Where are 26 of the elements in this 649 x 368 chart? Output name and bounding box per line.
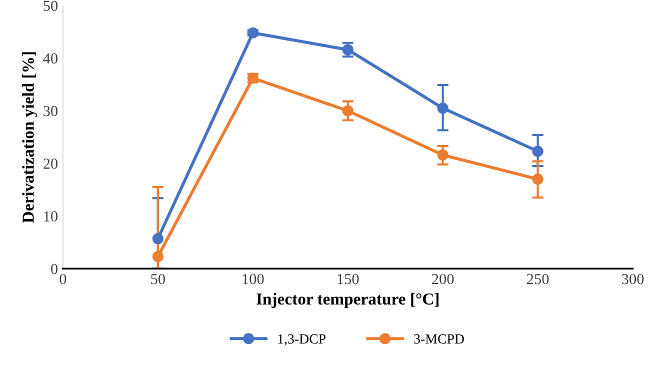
y-tick-label: 10 bbox=[44, 211, 58, 222]
x-tick-label: 50 bbox=[151, 274, 165, 284]
y-tick-label: 30 bbox=[44, 106, 58, 116]
x-tick-label: 250 bbox=[527, 274, 549, 284]
y-tick-label: 0 bbox=[51, 264, 58, 274]
x-tick-label: 0 bbox=[60, 274, 66, 284]
point bbox=[437, 102, 448, 114]
y-axis-title: Derivatization yield [%] bbox=[22, 52, 38, 223]
x-tick-label: 150 bbox=[338, 274, 359, 284]
x-tick-label: 300 bbox=[622, 274, 644, 284]
point bbox=[247, 27, 258, 38]
point bbox=[437, 149, 448, 161]
y-tick-label: 40 bbox=[43, 53, 58, 64]
point bbox=[152, 250, 164, 262]
point bbox=[342, 105, 354, 116]
x-tick-label: 200 bbox=[432, 274, 454, 284]
legend-label: 1,3-DCP bbox=[278, 334, 326, 346]
legend-label: 3-MCPD bbox=[414, 334, 464, 344]
x-tick-label: 100 bbox=[242, 274, 264, 284]
point bbox=[152, 233, 164, 244]
point bbox=[532, 146, 544, 157]
point bbox=[342, 44, 354, 56]
x-axis-title: Injector temperature [°C] bbox=[256, 292, 439, 308]
y-tick-label: 20 bbox=[43, 158, 58, 169]
point bbox=[532, 174, 544, 185]
y-tick-label: 50 bbox=[44, 0, 58, 11]
